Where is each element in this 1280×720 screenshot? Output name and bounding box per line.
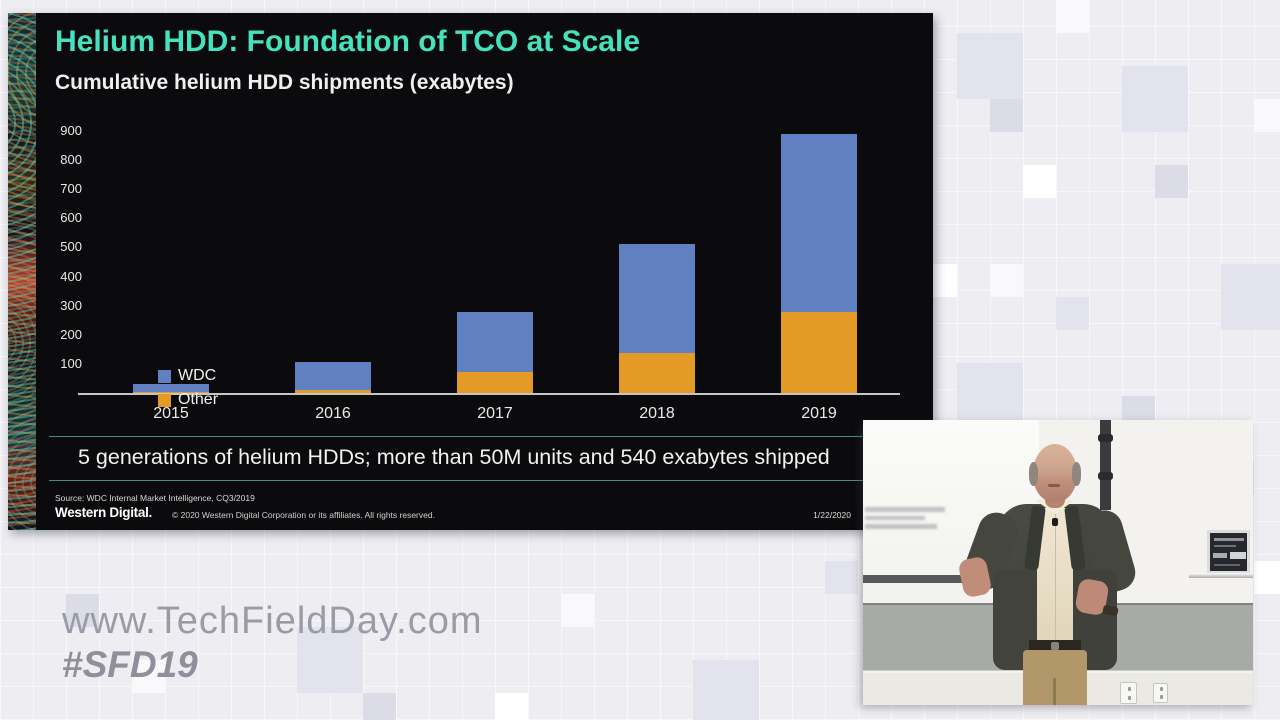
chart-plot-area xyxy=(90,131,900,393)
info-sign xyxy=(1207,530,1250,574)
bar-2018 xyxy=(619,131,695,393)
x-tick-label: 2016 xyxy=(315,405,351,422)
wall-outlet xyxy=(1120,682,1137,704)
x-tick-label: 2019 xyxy=(801,405,837,422)
y-tick-label: 100 xyxy=(60,355,82,371)
banner-bottom-line xyxy=(49,480,933,481)
bar-segment-other xyxy=(619,353,695,393)
y-tick-label: 300 xyxy=(60,297,82,313)
source-note: Source: WDC Internal Market Intelligence… xyxy=(55,493,255,503)
legend-swatch xyxy=(158,393,171,407)
bar-2016 xyxy=(295,131,371,393)
legend-label: Other xyxy=(178,391,219,408)
bar-2019 xyxy=(781,131,857,393)
legend-label: WDC xyxy=(178,367,217,384)
y-tick-label: 900 xyxy=(60,123,82,138)
y-tick-label: - xyxy=(8,385,82,400)
bar-segment-other xyxy=(133,392,209,393)
presenter xyxy=(863,420,1253,705)
y-tick-label: 700 xyxy=(60,181,82,197)
y-tick-label: 200 xyxy=(60,326,82,342)
presentation-slide: Helium HDD: Foundation of TCO at Scale C… xyxy=(8,13,933,530)
slide-subtitle: Cumulative helium HDD shipments (exabyte… xyxy=(55,71,514,94)
x-tick-label: 2018 xyxy=(639,405,675,422)
bar-segment-wdc xyxy=(781,133,857,312)
pole-knob xyxy=(1098,472,1113,480)
y-tick-label: 600 xyxy=(60,210,82,226)
y-tick-label: 400 xyxy=(60,268,82,284)
bar-2015 xyxy=(133,131,209,393)
x-tick-label: 2015 xyxy=(153,405,189,422)
legend-swatch xyxy=(158,369,171,383)
slide-title: Helium HDD: Foundation of TCO at Scale xyxy=(55,25,641,58)
slide-art-strip xyxy=(8,13,36,530)
x-axis: 2015 2016 2017 2018 2019 xyxy=(90,405,900,427)
bar-segment-wdc xyxy=(133,383,209,393)
bar-segment-other xyxy=(295,389,371,393)
copyright-text: © 2020 Western Digital Corporation or it… xyxy=(172,510,435,520)
presenter-hair xyxy=(1029,462,1038,486)
bar-segment-wdc xyxy=(295,361,371,390)
slide-date: 1/22/2020 xyxy=(813,510,851,520)
legend-item-wdc: WDC xyxy=(158,364,218,388)
screen-faint-text xyxy=(865,503,957,533)
stand-pole xyxy=(1100,420,1111,510)
banner-top-line xyxy=(49,436,933,437)
x-tick-label: 2017 xyxy=(477,405,513,422)
x-axis-line xyxy=(78,393,900,395)
watermark-url: www.TechFieldDay.com xyxy=(62,600,483,642)
presenter-belt-buckle xyxy=(1051,642,1059,650)
y-tick-label: 800 xyxy=(60,152,82,168)
bar-segment-wdc xyxy=(457,312,533,373)
bar-segment-other xyxy=(781,311,857,393)
legend-item-other: Other xyxy=(158,388,218,412)
watermark-hashtag: #SFD19 xyxy=(62,644,198,685)
presenter-video-inset xyxy=(863,420,1253,705)
shelf-rail xyxy=(1189,573,1253,578)
bar-segment-other xyxy=(457,372,533,393)
presenter-pants-crease xyxy=(1053,678,1056,705)
presenter-head xyxy=(1033,444,1077,502)
y-axis: 900 800 700 600 500 400 300 200 100 - xyxy=(8,118,82,430)
banner-text: 5 generations of helium HDDs; more than … xyxy=(78,445,830,469)
pole-knob xyxy=(1098,434,1113,442)
presenter-hair xyxy=(1072,462,1081,486)
presenter-mouth xyxy=(1048,484,1060,487)
screen-bottom-bar xyxy=(863,575,1039,583)
y-tick-label: 500 xyxy=(60,239,82,255)
chart-legend: WDC Other xyxy=(158,364,218,412)
wall-outlet xyxy=(1153,683,1168,703)
western-digital-logo: Western Digital. xyxy=(55,505,152,520)
lapel-microphone xyxy=(1052,518,1058,526)
bar-segment-wdc xyxy=(619,243,695,354)
bar-2017 xyxy=(457,131,533,393)
